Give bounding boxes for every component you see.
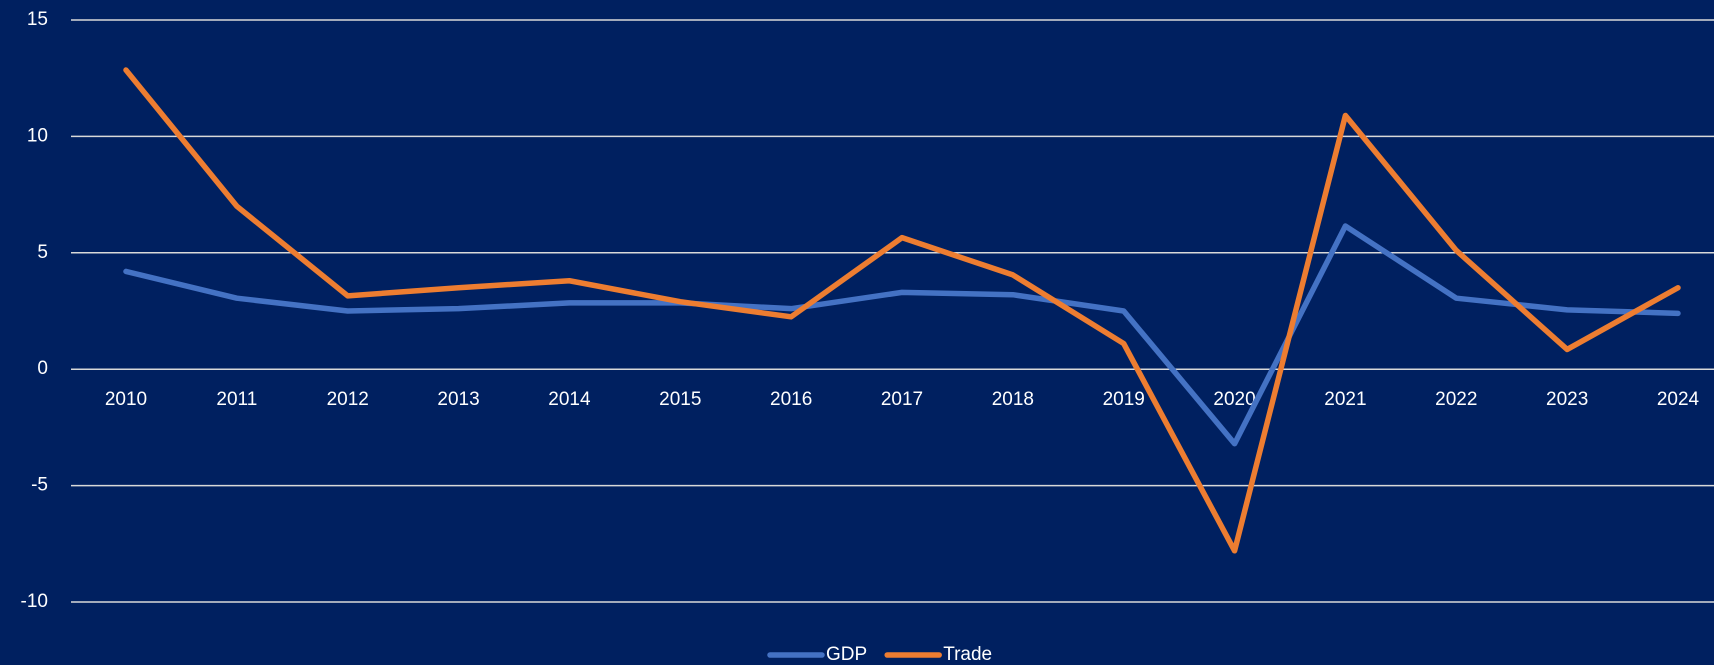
legend-label: GDP: [826, 644, 867, 665]
x-tick-label: 2017: [881, 389, 923, 410]
x-tick-label: 2024: [1657, 389, 1700, 410]
y-tick-label: 10: [27, 125, 48, 146]
x-tick-label: 2010: [105, 389, 147, 410]
x-tick-label: 2019: [1103, 389, 1145, 410]
x-tick-label: 2023: [1546, 389, 1588, 410]
x-tick-label: 2013: [437, 389, 479, 410]
x-tick-label: 2020: [1213, 389, 1255, 410]
x-tick-label: 2022: [1435, 389, 1477, 410]
y-tick-label: 5: [37, 242, 48, 263]
x-tick-label: 2011: [216, 389, 257, 410]
x-tick-label: 2012: [327, 389, 369, 410]
y-tick-label: 0: [37, 358, 48, 379]
x-tick-label: 2014: [548, 389, 591, 410]
line-series: [123, 67, 1681, 554]
x-tick-label: 2018: [992, 389, 1034, 410]
y-tick-label: -10: [21, 591, 48, 612]
line-series: [123, 223, 1681, 447]
legend-label: Trade: [943, 644, 992, 665]
x-tick-label: 2021: [1324, 389, 1366, 410]
x-tick-label: 2016: [770, 389, 812, 410]
y-tick-label: 15: [27, 9, 48, 30]
x-tick-label: 2015: [659, 389, 701, 410]
y-tick-label: -5: [31, 475, 48, 496]
